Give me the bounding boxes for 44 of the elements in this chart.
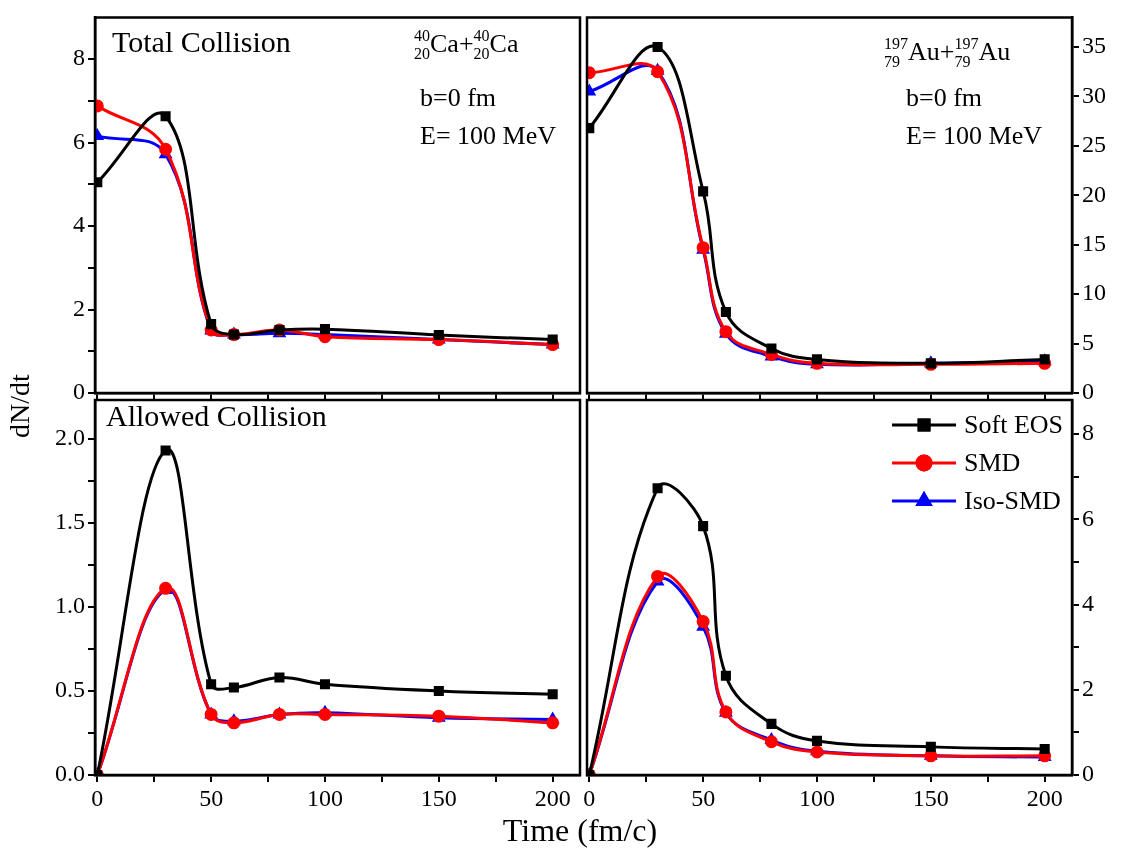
x-tick-label: 100 [306,784,343,811]
y-tick-label: 25 [1082,131,1106,158]
x-tick-label: 100 [798,784,835,811]
y-tick-label: 8 [73,44,85,71]
y-tick-label: 1.5 [55,508,85,535]
annotation: E= 100 MeV [906,121,1043,150]
x-axis-title: Time (fm/c) [501,812,659,849]
legend-label: Soft EOS [964,409,1064,439]
annotation: Allowed Collision [106,399,327,432]
y-axis-title: dN/dt [4,373,36,440]
y-tick-label: 10 [1082,279,1106,306]
x-tick-label: 200 [534,784,571,811]
annotation: Total Collision [112,25,291,58]
y-tick-label: 6 [73,127,85,154]
y-tick-label: 0 [73,378,85,405]
annotation: E= 100 MeV [420,121,557,150]
y-tick-label: 0.5 [55,676,85,703]
y-tick-label: 0.0 [55,760,85,787]
y-tick-label: 0 [1082,760,1094,787]
y-tick-label: 2 [73,294,85,321]
x-tick-label: 50 [691,784,716,811]
y-tick-label: 8 [1082,419,1094,446]
y-tick-label: 30 [1082,81,1106,108]
y-tick-label: 35 [1082,32,1106,59]
x-tick-label: 150 [420,784,457,811]
y-tick-label: 2 [1082,675,1094,702]
y-tick-label: 4 [1082,589,1094,616]
x-tick-label: 0 [91,784,104,811]
y-tick-label: 15 [1082,230,1106,257]
y-tick-label: 1.0 [55,592,85,619]
annotation: b=0 fm [906,83,983,112]
y-tick-label: 0 [1082,378,1094,405]
y-tick-label: 6 [1082,504,1094,531]
x-tick-label: 150 [912,784,949,811]
y-tick-label: 4 [73,211,85,238]
y-tick-label: 5 [1082,328,1094,355]
y-tick-label: 20 [1082,180,1106,207]
x-tick-label: 0 [583,784,596,811]
legend-label: SMD [964,447,1021,477]
legend-label: Iso-SMD [964,485,1061,515]
x-tick-label: 200 [1026,784,1063,811]
annotation: b=0 fm [420,83,497,112]
y-tick-label: 2.0 [55,423,85,450]
x-tick-label: 50 [199,784,224,811]
